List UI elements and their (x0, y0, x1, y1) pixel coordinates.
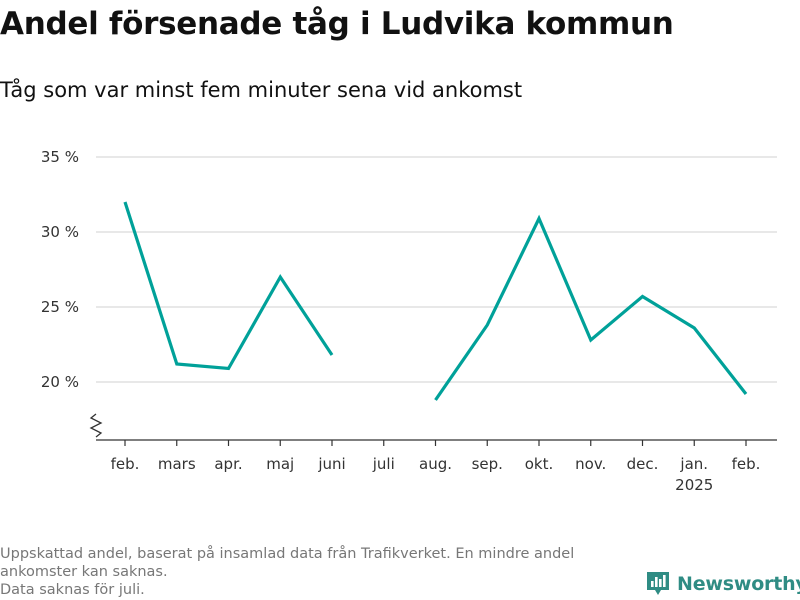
chart-subtitle: Tåg som var minst fem minuter sena vid a… (0, 78, 523, 102)
footnote-line-3: Data saknas för juli. (0, 582, 145, 598)
x-tick-label: mars (158, 455, 196, 473)
newsworthy-logo: Newsworthy (645, 570, 800, 598)
x-axis-ticks: feb. mars apr. maj juni juli aug. sep. okt. nov. d… (111, 440, 761, 494)
x-tick-label: sep. (472, 455, 503, 473)
x-tick-label: jan. (679, 455, 708, 473)
x-tick-label: juni (317, 455, 345, 473)
y-tick-label: 30 % (41, 223, 79, 241)
x-tick-label: okt. (525, 455, 554, 473)
x-tick-label: nov. (575, 455, 606, 473)
y-axis-tick-labels: 20 % 25 % 30 % 35 % (41, 148, 79, 391)
y-tick-label: 25 % (41, 298, 79, 316)
x-tick-label: feb. (732, 455, 761, 473)
x-tick-label: juli (372, 455, 395, 473)
series-layer (123, 201, 748, 401)
x-tick-label: feb. (111, 455, 140, 473)
footnote: Uppskattad andel, baserat på insamlad da… (0, 545, 640, 599)
x-tick-label: dec. (627, 455, 659, 473)
chart-title: Andel försenade tåg i Ludvika kommun (0, 6, 674, 42)
brand-name: Newsworthy (677, 573, 800, 595)
x-tick-label: apr. (214, 455, 242, 473)
x-tick-label: aug. (419, 455, 452, 473)
x-tick-label: maj (266, 455, 294, 473)
bar-chart-logo-icon (647, 572, 669, 595)
series-line-segment (123, 201, 334, 371)
x-year-label: 2025 (675, 476, 713, 494)
footnote-line-2: ankomster kan saknas. (0, 564, 168, 580)
y-tick-label: 20 % (41, 373, 79, 391)
grid-lines (96, 156, 777, 383)
footnote-line-1: Uppskattad andel, baserat på insamlad da… (0, 546, 575, 562)
y-tick-label: 35 % (41, 148, 79, 166)
series-line-segment (434, 214, 748, 401)
axis-break-icon (89, 413, 103, 438)
line-chart: 20 % 25 % 30 % 35 % feb. mars apr. maj juni juli… (41, 148, 777, 494)
